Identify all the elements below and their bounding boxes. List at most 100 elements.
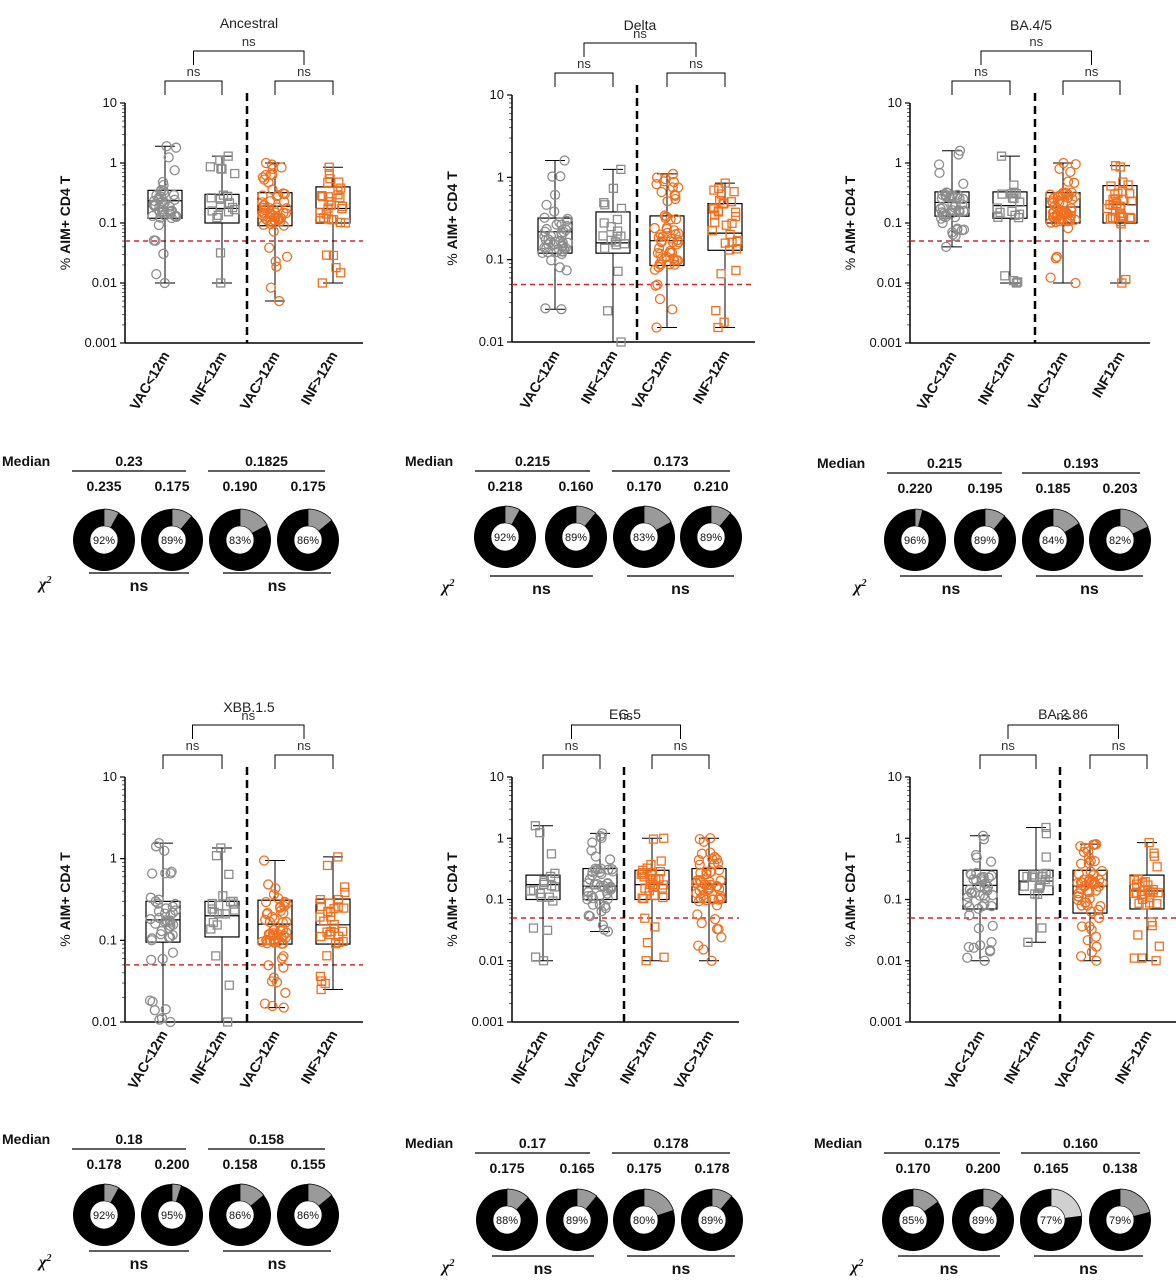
- donut-hole: [629, 1205, 659, 1235]
- data-point: [1078, 874, 1090, 885]
- x-category-label: INF<12m: [507, 1028, 550, 1087]
- chi-square-right: ns: [1080, 581, 1099, 598]
- data-point: [933, 159, 945, 170]
- x-category-label: INF>12m: [1111, 1028, 1154, 1087]
- data-point: [151, 189, 162, 201]
- data-point: [324, 197, 334, 207]
- donut-hole: [562, 1205, 592, 1235]
- median-group-left: 0.23: [115, 453, 142, 469]
- data-point: [257, 197, 268, 208]
- data-point: [260, 169, 271, 181]
- y-tick-label: 0.001: [869, 335, 902, 350]
- sig-bracket-left-label: ns: [187, 64, 201, 79]
- data-point: [1041, 822, 1051, 833]
- donut-chart: 85%: [882, 1188, 944, 1251]
- data-point: [637, 893, 647, 903]
- median-title: Median: [2, 1131, 50, 1147]
- donut-hole: [157, 1200, 187, 1230]
- sig-bracket-left-label: ns: [565, 738, 579, 753]
- data-point: [973, 923, 985, 934]
- data-point: [211, 951, 221, 961]
- data-point: [661, 223, 672, 235]
- y-axis-label-prefix: %: [57, 254, 73, 270]
- data-point: [938, 208, 949, 219]
- y-axis-label: % AIM+ CD4 T: [57, 175, 73, 270]
- data-point: [711, 854, 723, 865]
- data-point: [720, 178, 730, 188]
- data-point: [711, 880, 723, 892]
- sig-bracket-top: [583, 42, 697, 57]
- y-tick-label: 0.1: [884, 892, 902, 907]
- data-point: [271, 261, 282, 272]
- sig-bracket-top-label: ns: [619, 708, 633, 723]
- data-point: [963, 941, 975, 953]
- y-axis-label: % AIM+ CD4 T: [57, 852, 73, 947]
- data-point: [1113, 188, 1123, 198]
- data-point: [1072, 891, 1084, 902]
- data-point: [324, 169, 334, 179]
- data-point: [653, 242, 665, 254]
- chi-square-symbol: χ2: [440, 1258, 454, 1276]
- data-point: [650, 922, 660, 932]
- median-group-right: 0.158: [249, 1131, 284, 1147]
- donut-chart: 82%: [1089, 508, 1151, 571]
- data-point: [223, 207, 234, 217]
- data-point: [1032, 889, 1043, 900]
- y-axis-label-main: AIM+ CD4 T: [444, 171, 460, 250]
- data-point: [599, 198, 609, 208]
- sig-bracket-top: [980, 50, 1092, 65]
- data-point: [272, 929, 284, 940]
- data-point: [646, 859, 656, 870]
- data-point: [272, 190, 284, 201]
- sig-bracket-top-label: ns: [633, 26, 647, 41]
- sig-bracket-right-label: ns: [674, 738, 688, 753]
- data-point: [539, 212, 550, 223]
- donut-hole: [1036, 1205, 1066, 1235]
- x-category-label: VAC>12m: [670, 1028, 716, 1092]
- data-point: [671, 239, 683, 250]
- sig-bracket-right: [651, 754, 710, 769]
- x-category-label: INF<12m: [186, 349, 229, 408]
- x-category-label: INF>12m: [616, 1028, 659, 1087]
- y-tick-label: 1: [110, 851, 117, 866]
- median-value: 0.138: [1102, 1160, 1137, 1176]
- data-point: [163, 152, 174, 163]
- data-point: [168, 189, 180, 201]
- data-point: [317, 278, 327, 288]
- data-point: [587, 837, 598, 848]
- data-point: [146, 933, 158, 944]
- data-point: [209, 907, 219, 917]
- data-point: [649, 222, 660, 234]
- chi-square-symbol: χ2: [440, 578, 454, 596]
- chi-superscript: 2: [45, 1253, 51, 1264]
- data-point: [316, 901, 326, 912]
- data-point: [668, 253, 679, 264]
- y-axis-label: % AIM+ CD4 T: [444, 852, 460, 947]
- sig-bracket-right: [274, 80, 334, 95]
- data-point: [976, 874, 988, 885]
- data-point: [958, 178, 969, 189]
- data-point: [215, 248, 226, 258]
- data-point: [986, 870, 997, 881]
- data-point: [1084, 874, 1095, 885]
- data-point: [1106, 181, 1116, 191]
- data-point: [670, 229, 681, 240]
- data-point: [1035, 880, 1045, 890]
- donut-percent-label: 92%: [93, 1210, 115, 1222]
- data-point: [324, 162, 334, 172]
- donut-percent-label: 88%: [496, 1215, 518, 1227]
- data-point: [660, 173, 671, 185]
- median-value: 0.178: [86, 1156, 121, 1172]
- data-point: [1019, 881, 1029, 891]
- data-point: [224, 980, 234, 990]
- data-point: [322, 860, 333, 871]
- series-INF>12m: [315, 852, 351, 995]
- data-point: [269, 212, 281, 223]
- median-summary: Median 0.215 0.173 0.218 0.160 0.170 0.210: [405, 453, 730, 494]
- donut-hole: [293, 525, 323, 555]
- donut-chart: 84%: [1022, 508, 1084, 571]
- donut-percent-label: 92%: [494, 532, 516, 544]
- donut-chart: 92%: [73, 1183, 135, 1246]
- series-INF<12m: [525, 821, 561, 966]
